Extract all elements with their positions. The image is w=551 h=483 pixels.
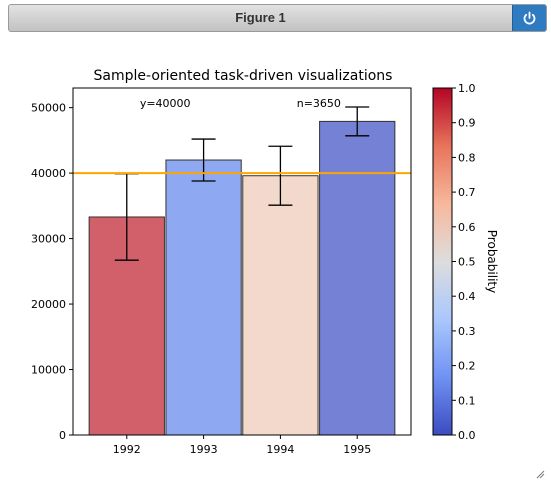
- colorbar-tick-label: 0.4: [458, 290, 476, 303]
- colorbar-strip: [432, 87, 453, 436]
- colorbar-tick-label: 0.9: [458, 117, 476, 130]
- colorbar-tick-label: 0.3: [458, 325, 476, 338]
- colorbar-tick-label: 0.0: [458, 429, 476, 442]
- colorbar-tick-label: 1.0: [458, 82, 476, 95]
- error-bar-1994: [268, 145, 293, 206]
- close-figure-button[interactable]: [512, 5, 546, 31]
- colorbar-tick-label: 0.7: [458, 186, 476, 199]
- plot-area: y=40000 n=3650 0 10000 20000 30000 40000 50000 1…: [31, 87, 412, 456]
- x-tick-label: 1994: [266, 443, 294, 456]
- y-tick-label: 30000: [31, 233, 66, 246]
- y-tick-label: 20000: [31, 298, 66, 311]
- colorbar-tick-label: 0.8: [458, 151, 476, 164]
- colorbar-tick-label: 0.1: [458, 394, 476, 407]
- colorbar-tick-label: 0.6: [458, 221, 476, 234]
- y-tick-label: 50000: [31, 102, 66, 115]
- y-tick-label: 10000: [31, 364, 66, 377]
- annotation-1: n=3650: [297, 97, 341, 110]
- bar-1993: [165, 159, 242, 436]
- plot-frame: [72, 87, 412, 436]
- x-tick-label: 1993: [190, 443, 218, 456]
- annotation-0: y=40000: [140, 97, 191, 110]
- x-tick-label: 1992: [113, 443, 141, 456]
- colorbar: 0.0 0.1 0.2 0.3 0.4 0.5 0.6 0.7 0.8 0.9 1.0 Probabi…: [432, 82, 499, 442]
- x-tick-label: 1995: [343, 443, 371, 456]
- window-title: Figure 1: [235, 10, 286, 25]
- y-tick-label: 0: [59, 429, 66, 442]
- colorbar-tick-label: 0.5: [458, 256, 476, 269]
- error-bar-1995: [345, 106, 370, 137]
- colorbar-label: Probability: [485, 230, 499, 293]
- bar-1995: [319, 120, 396, 436]
- resize-grip-icon[interactable]: [535, 469, 545, 479]
- window-titlebar: Figure 1: [8, 4, 547, 32]
- power-icon: [523, 11, 536, 25]
- y-tick-label: 40000: [31, 167, 66, 180]
- bar-1994: [242, 175, 319, 436]
- chart-title: Sample-oriented task-driven visualizatio…: [94, 68, 393, 84]
- colorbar-tick-label: 0.2: [458, 360, 476, 373]
